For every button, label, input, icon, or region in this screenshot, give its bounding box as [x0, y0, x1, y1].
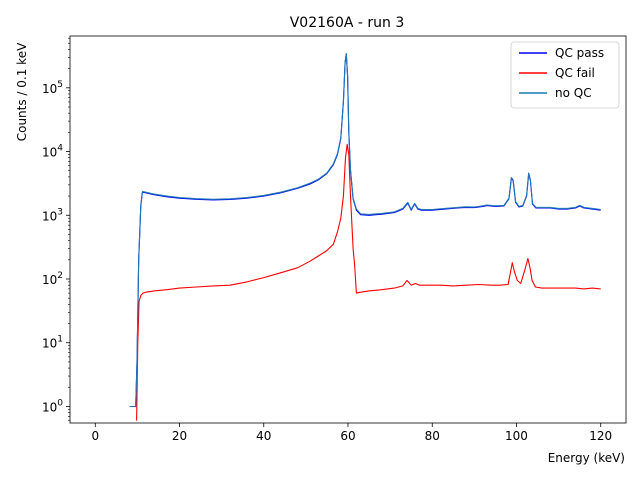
y-tick-label: 105: [42, 80, 63, 96]
x-tick-label: 40: [256, 429, 271, 443]
y-tick-label: 104: [42, 144, 63, 160]
series-layer: [129, 52, 601, 421]
x-axis-label: Energy (keV): [548, 451, 625, 465]
legend-label: no QC: [555, 86, 592, 100]
y-axis-label: Counts / 0.1 keV: [15, 42, 29, 141]
x-tick-label: 20: [172, 429, 187, 443]
x-tick-label: 80: [425, 429, 440, 443]
legend: QC pass QC fail no QC: [510, 41, 620, 109]
chart-title: V02160A - run 3: [290, 15, 405, 31]
x-tick-label: 100: [505, 429, 528, 443]
series-line-qc-fail: [136, 143, 601, 421]
y-tick-label: 101: [42, 335, 63, 351]
legend-label: QC pass: [555, 46, 604, 60]
series-line-no-qc: [129, 52, 601, 408]
y-ticks: 100 101 102 103 104 105: [42, 37, 70, 421]
x-tick-label: 60: [340, 429, 355, 443]
legend-label: QC fail: [555, 66, 595, 80]
y-tick-label: 103: [42, 207, 63, 223]
y-tick-label: 100: [42, 398, 63, 414]
x-tick-label: 120: [589, 429, 612, 443]
x-ticks: 0 20 40 60 80 100 120: [91, 423, 612, 443]
y-tick-label: 102: [42, 271, 63, 287]
x-tick-label: 0: [91, 429, 99, 443]
legend-box: [510, 41, 620, 109]
